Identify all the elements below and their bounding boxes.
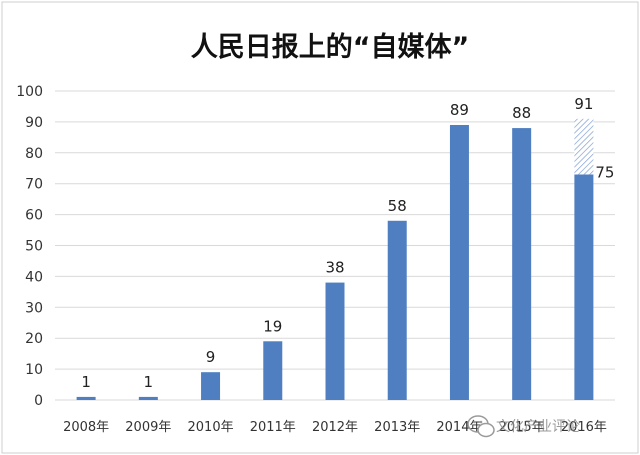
data-label-extra: 75: [595, 163, 614, 181]
bar: [325, 282, 345, 400]
y-tick-label: 40: [25, 269, 43, 285]
y-tick-label: 20: [25, 331, 43, 347]
y-tick-label: 50: [25, 239, 43, 255]
data-label: 1: [144, 373, 154, 391]
y-tick-label: 70: [25, 177, 43, 193]
y-tick-label: 80: [25, 146, 43, 162]
x-tick-label: 2016年: [561, 420, 607, 435]
x-tick-label: 2011年: [250, 420, 296, 435]
watermark-text: 文化产业评论: [496, 419, 580, 435]
bar: [387, 220, 407, 400]
y-tick-label: 90: [25, 115, 43, 131]
bar: [512, 128, 532, 400]
bar: [449, 124, 469, 401]
x-axis: 2008年 2009年 2010年 2011年 2012年 2013年 2014年 2015年…: [63, 420, 607, 435]
x-tick-label: 2013年: [374, 420, 420, 435]
y-tick-label: 30: [25, 300, 43, 316]
data-label: 19: [263, 317, 282, 335]
y-tick-label: 10: [25, 362, 43, 378]
data-label: 91: [574, 95, 593, 113]
bar-projection: [574, 118, 594, 175]
wechat-icon: [467, 415, 495, 438]
gridlines: [55, 90, 615, 401]
watermark: 文化产业评论: [467, 415, 580, 438]
data-label: 1: [81, 373, 91, 391]
x-tick-label: 2009年: [125, 420, 171, 435]
x-tick-label: 2014年: [436, 420, 482, 435]
x-tick-label: 2010年: [188, 420, 234, 435]
data-label: 89: [450, 101, 469, 119]
data-label: 88: [512, 104, 531, 122]
bars: [76, 118, 594, 401]
x-tick-label: 2015年: [499, 420, 545, 435]
bar: [574, 174, 594, 400]
x-tick-label: 2008年: [63, 420, 109, 435]
data-label: 58: [388, 197, 407, 215]
bar: [263, 341, 283, 400]
y-tick-label: 100: [16, 84, 43, 100]
y-axis: 0 10 20 30 40 50 60 70 80 90 100: [16, 84, 43, 409]
data-label: 9: [206, 348, 216, 366]
y-tick-label: 0: [34, 393, 43, 409]
x-tick-label: 2012年: [312, 420, 358, 435]
bar: [138, 396, 158, 400]
bar: [76, 396, 96, 400]
data-label: 38: [325, 259, 344, 277]
y-tick-label: 60: [25, 208, 43, 224]
bar: [201, 372, 221, 400]
chart-title: 人民日报上的“自媒体”: [191, 31, 470, 63]
